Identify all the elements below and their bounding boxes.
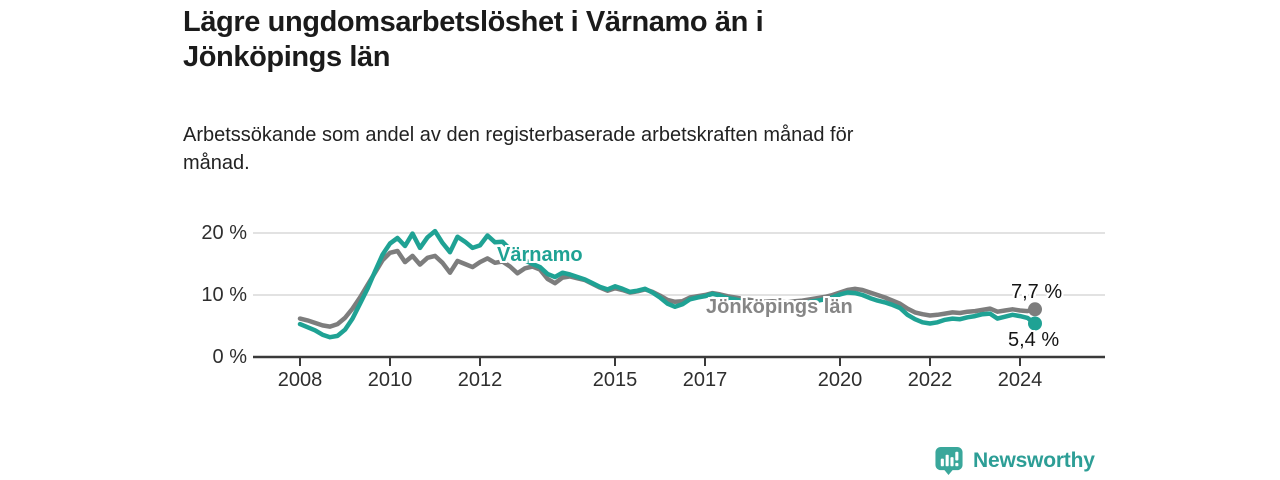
series-label-jonkopings-lan: Jönköpings län bbox=[706, 296, 853, 318]
end-value-label-varnamo: 5,4 % bbox=[1008, 329, 1060, 351]
newsworthy-logo-text: Newsworthy bbox=[973, 448, 1095, 472]
chart-subtitle: Arbetssökande som andel av den registerb… bbox=[183, 121, 1043, 177]
series-line-varnamo bbox=[297, 228, 1038, 340]
series-line-jonkopings-lan bbox=[297, 248, 1038, 329]
end-value-label-jonkopings-lan: 7,7 % bbox=[1011, 281, 1063, 303]
newsworthy-logo: Newsworthy bbox=[934, 445, 1095, 476]
page-title-line-2: Jönköpings län bbox=[183, 41, 391, 73]
page-title-line-1: Lägre ungdomsarbetslöshet i Värnamo än i bbox=[183, 6, 764, 38]
series-end-dot-jonkopings-lan bbox=[1028, 302, 1042, 317]
series-end-dot-varnamo bbox=[1028, 316, 1042, 331]
page-title: Lägre ungdomsarbetslöshet i Värnamo än i… bbox=[183, 5, 1023, 75]
chart-subtitle-line-1: Arbetssökande som andel av den registerb… bbox=[183, 124, 854, 146]
chart-subtitle-line-2: månad. bbox=[183, 152, 250, 174]
newsworthy-logo-icon bbox=[935, 446, 963, 476]
series-label-varnamo: Värnamo bbox=[497, 244, 583, 266]
